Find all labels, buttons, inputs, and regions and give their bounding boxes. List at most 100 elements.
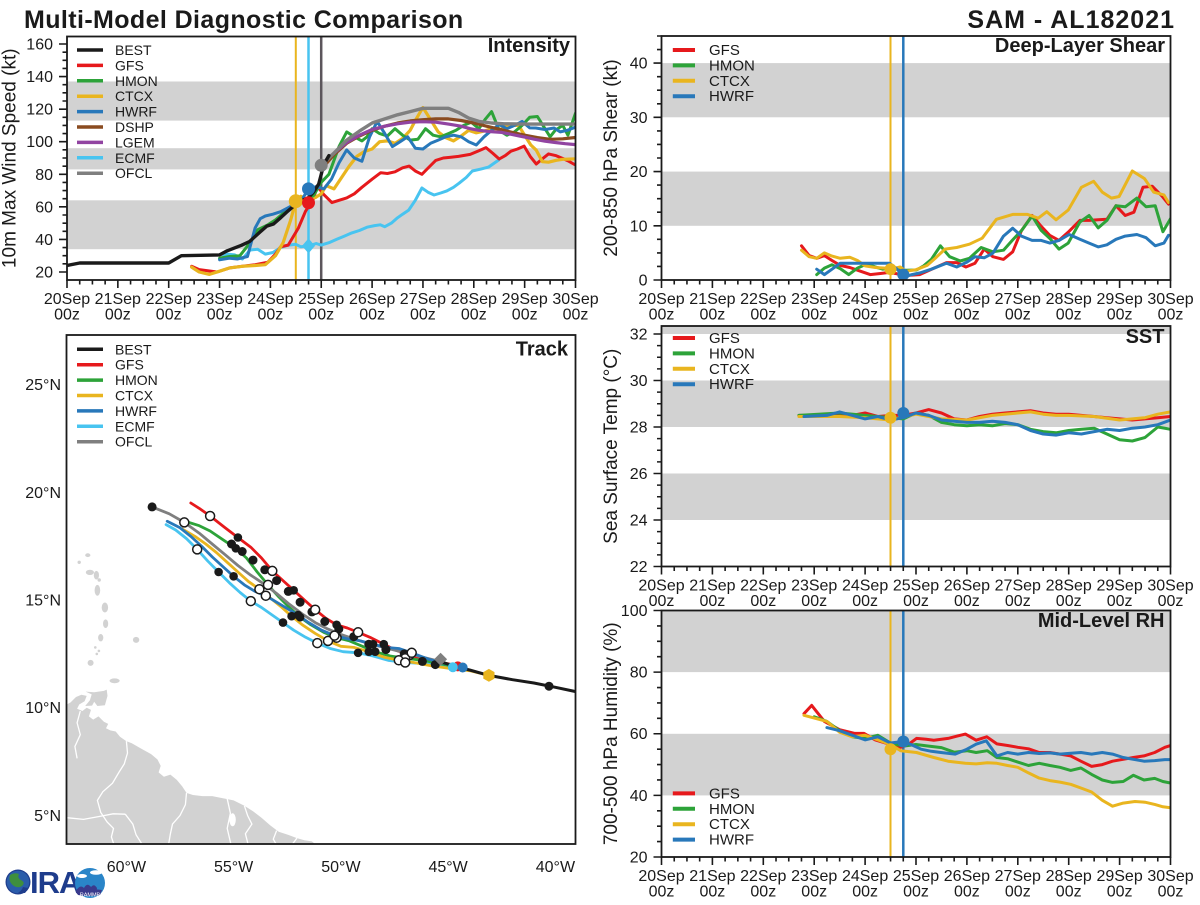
svg-text:00z: 00z [903,307,929,324]
svg-text:28Sep: 28Sep [1046,868,1092,885]
svg-text:80: 80 [630,665,648,682]
svg-text:HWRF: HWRF [709,376,754,393]
svg-text:28: 28 [630,420,648,437]
svg-text:RAMMB: RAMMB [80,893,101,899]
svg-text:26Sep: 26Sep [944,291,990,308]
svg-text:DSHP: DSHP [115,119,154,135]
svg-text:00z: 00z [649,884,675,901]
svg-text:00z: 00z [852,307,878,324]
svg-text:100: 100 [621,603,648,620]
svg-text:00z: 00z [700,884,726,901]
svg-text:45°W: 45°W [428,859,468,876]
svg-text:30: 30 [630,110,648,127]
svg-text:20: 20 [35,265,53,282]
svg-text:00z: 00z [1107,593,1133,610]
svg-text:HMON: HMON [709,345,755,362]
svg-text:HWRF: HWRF [115,104,157,120]
svg-text:Sea Surface Temp (°C): Sea Surface Temp (°C) [601,349,622,544]
svg-text:00z: 00z [1056,307,1082,324]
svg-text:25Sep: 25Sep [893,291,939,308]
svg-text:24Sep: 24Sep [842,868,888,885]
svg-text:Track: Track [516,339,569,361]
svg-text:29Sep: 29Sep [1096,291,1142,308]
svg-text:28Sep: 28Sep [451,291,497,308]
svg-text:SST: SST [1126,326,1165,348]
svg-text:21Sep: 21Sep [689,868,735,885]
svg-text:00z: 00z [700,307,726,324]
svg-text:00z: 00z [207,307,233,324]
svg-text:27Sep: 27Sep [995,868,1041,885]
svg-text:26Sep: 26Sep [349,291,395,308]
svg-text:120: 120 [26,102,53,119]
svg-text:HMON: HMON [115,73,158,89]
svg-text:25Sep: 25Sep [893,868,939,885]
svg-text:24Sep: 24Sep [247,291,293,308]
svg-text:20Sep: 20Sep [44,291,90,308]
svg-text:HWRF: HWRF [115,403,157,419]
svg-text:GFS: GFS [709,330,740,347]
svg-text:20°N: 20°N [25,485,61,502]
svg-text:30Sep: 30Sep [552,291,598,308]
svg-text:50°W: 50°W [321,859,361,876]
svg-text:LGEM: LGEM [115,134,155,150]
svg-text:00z: 00z [308,307,334,324]
svg-text:GFS: GFS [709,785,740,802]
svg-text:00z: 00z [954,307,980,324]
svg-text:00z: 00z [954,884,980,901]
svg-text:ECMF: ECMF [115,150,155,166]
svg-text:40: 40 [35,232,53,249]
svg-text:GFS: GFS [709,42,740,59]
svg-text:100: 100 [26,134,53,151]
svg-text:23Sep: 23Sep [791,578,837,595]
svg-text:00z: 00z [359,307,385,324]
svg-text:29Sep: 29Sep [502,291,548,308]
svg-text:HMON: HMON [115,372,158,388]
svg-text:24Sep: 24Sep [842,578,888,595]
svg-text:21Sep: 21Sep [95,291,141,308]
svg-text:00z: 00z [1107,307,1133,324]
svg-text:5°N: 5°N [34,808,61,825]
svg-text:HWRF: HWRF [709,832,754,849]
svg-text:0: 0 [639,273,648,290]
svg-text:00z: 00z [852,593,878,610]
svg-text:00z: 00z [954,593,980,610]
svg-text:60: 60 [630,726,648,743]
svg-text:00z: 00z [54,307,80,324]
svg-text:BEST: BEST [115,42,152,58]
svg-text:30Sep: 30Sep [1147,868,1193,885]
svg-text:00z: 00z [750,593,776,610]
svg-text:21Sep: 21Sep [689,578,735,595]
svg-text:22Sep: 22Sep [740,868,786,885]
svg-text:Multi-Model Diagnostic Compari: Multi-Model Diagnostic Comparison [24,6,464,34]
svg-text:40°W: 40°W [536,859,576,876]
svg-text:26Sep: 26Sep [944,578,990,595]
svg-text:00z: 00z [461,307,487,324]
svg-text:HMON: HMON [709,57,755,74]
svg-text:22: 22 [630,559,648,576]
svg-text:HWRF: HWRF [709,88,754,105]
svg-text:160: 160 [26,37,53,54]
svg-text:00z: 00z [258,307,284,324]
svg-text:24Sep: 24Sep [842,291,888,308]
svg-text:00z: 00z [512,307,538,324]
svg-text:29Sep: 29Sep [1096,578,1142,595]
svg-text:25°N: 25°N [25,377,61,394]
svg-text:CTCX: CTCX [115,388,154,404]
svg-text:24: 24 [630,513,648,530]
svg-text:20Sep: 20Sep [638,291,684,308]
svg-text:55°W: 55°W [214,859,254,876]
svg-text:00z: 00z [1107,884,1133,901]
svg-text:OFCL: OFCL [115,165,153,181]
svg-text:Deep-Layer Shear: Deep-Layer Shear [995,35,1165,57]
svg-text:00z: 00z [852,884,878,901]
svg-text:GFS: GFS [115,357,144,373]
svg-text:00z: 00z [1005,307,1031,324]
svg-text:40: 40 [630,56,648,73]
svg-text:60°W: 60°W [107,859,147,876]
svg-text:22Sep: 22Sep [740,291,786,308]
svg-text:CTCX: CTCX [709,816,750,833]
svg-text:25Sep: 25Sep [893,578,939,595]
svg-text:29Sep: 29Sep [1096,868,1142,885]
svg-text:HMON: HMON [709,801,755,818]
svg-text:00z: 00z [1158,593,1184,610]
